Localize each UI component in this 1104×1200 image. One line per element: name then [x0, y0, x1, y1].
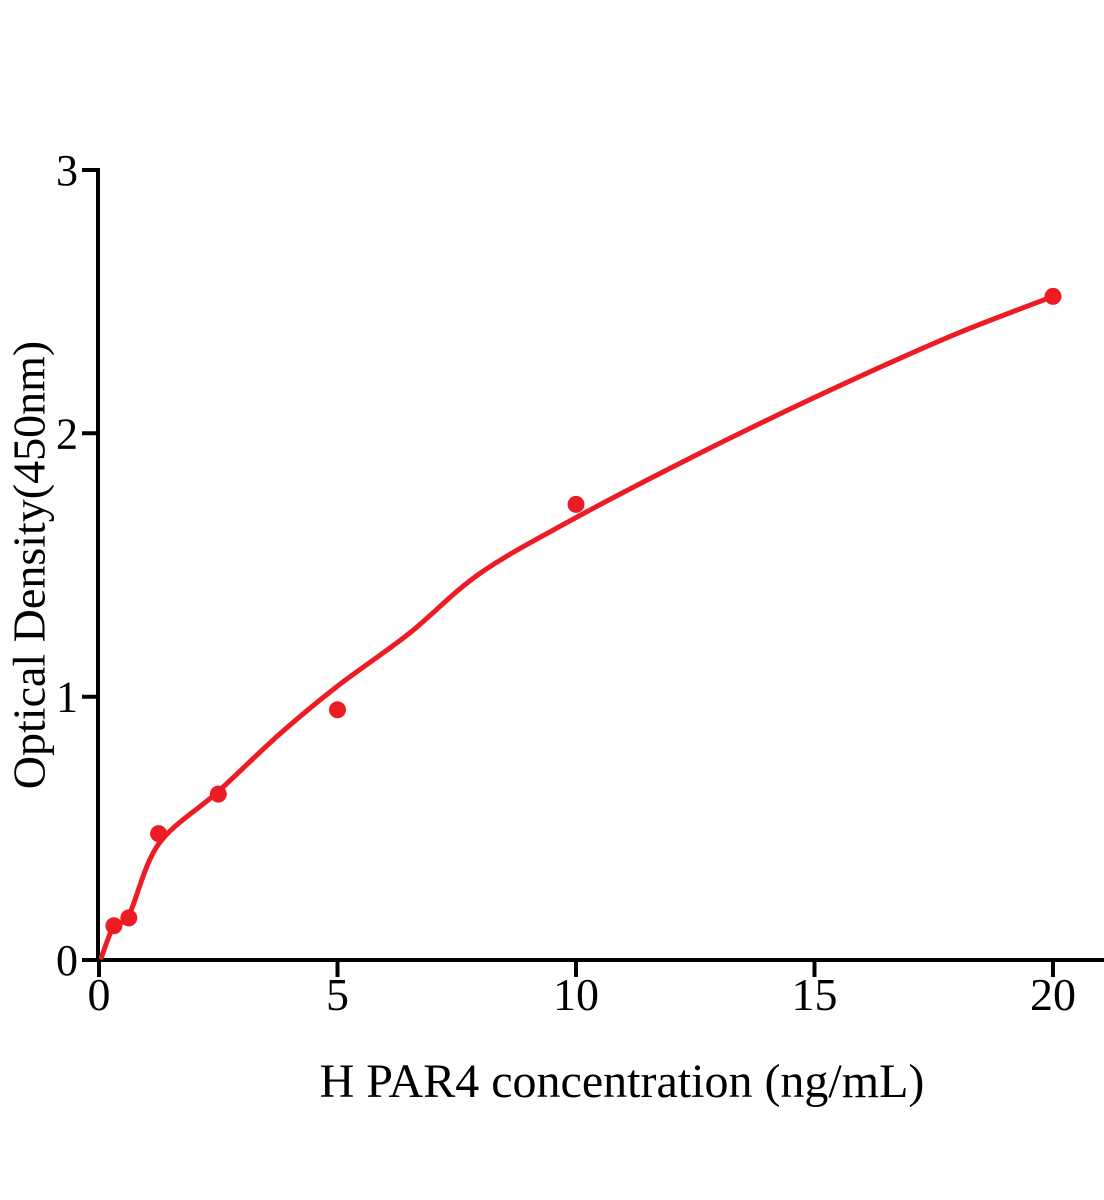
x-tick-label: 0 — [88, 969, 111, 1020]
y-tick-label: 2 — [56, 409, 78, 458]
fit-curve — [98, 293, 1056, 960]
x-tick-label: 15 — [792, 969, 838, 1020]
data-point — [567, 495, 585, 513]
x-tick-label: 10 — [553, 969, 599, 1020]
x-axis-title: H PAR4 concentration (ng/mL) — [319, 1055, 925, 1108]
data-point — [329, 701, 346, 719]
data-point — [1044, 287, 1062, 305]
data-point — [209, 785, 227, 803]
data-point — [120, 909, 138, 927]
y-axis-title: Optical Density(450nm) — [3, 340, 55, 790]
x-tick-label: 20 — [1030, 969, 1076, 1020]
y-tick-label: 3 — [56, 146, 78, 195]
y-tick-label: 1 — [56, 673, 78, 722]
y-tick-label: 0 — [56, 936, 78, 985]
data-point — [150, 825, 168, 843]
data-point — [105, 917, 123, 935]
x-tick-label: 5 — [326, 969, 349, 1020]
